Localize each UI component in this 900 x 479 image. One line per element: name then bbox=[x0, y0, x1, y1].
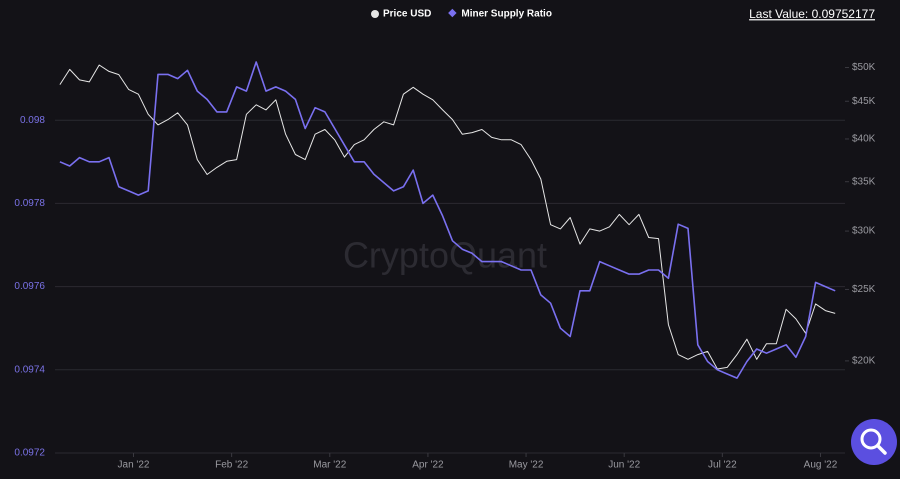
x-tick-label: Apr '22 bbox=[412, 460, 444, 471]
y2-tick-label: $50K bbox=[852, 62, 876, 73]
series-line bbox=[59, 61, 836, 379]
x-tick-label: May '22 bbox=[509, 460, 544, 471]
last-value[interactable]: Last Value: 0.09752177 bbox=[749, 7, 875, 21]
y2-tick-label: $25K bbox=[852, 284, 876, 295]
y2-tick-label: $30K bbox=[852, 226, 876, 237]
search-icon-handle[interactable] bbox=[876, 444, 887, 455]
watermark: CryptoQuant bbox=[343, 235, 547, 276]
search-icon[interactable] bbox=[860, 428, 882, 450]
y-tick-label: 0.0974 bbox=[14, 364, 45, 375]
y2-tick-label: $45K bbox=[852, 96, 876, 107]
y-tick-label: 0.098 bbox=[20, 115, 45, 126]
x-tick-label: Jan '22 bbox=[118, 460, 150, 471]
x-tick-label: Aug '22 bbox=[804, 460, 838, 471]
series-line bbox=[59, 64, 836, 370]
y-tick-label: 0.0976 bbox=[14, 281, 45, 292]
legend-label: Miner Supply Ratio bbox=[461, 9, 552, 20]
y-tick-label: 0.0978 bbox=[14, 198, 45, 209]
y2-tick-label: $35K bbox=[852, 176, 876, 187]
x-tick-label: Jun '22 bbox=[608, 460, 640, 471]
search-button[interactable] bbox=[851, 419, 897, 465]
legend-label: Price USD bbox=[383, 9, 431, 20]
x-tick-label: Jul '22 bbox=[708, 460, 737, 471]
y-tick-label: 0.0972 bbox=[14, 448, 45, 459]
y2-tick-label: $20K bbox=[852, 356, 876, 367]
x-tick-label: Feb '22 bbox=[215, 460, 248, 471]
x-tick-label: Mar '22 bbox=[313, 460, 346, 471]
y2-tick-label: $40K bbox=[852, 134, 876, 145]
legend-marker bbox=[448, 8, 457, 18]
legend-marker bbox=[371, 10, 379, 18]
search-circle[interactable] bbox=[851, 419, 897, 465]
